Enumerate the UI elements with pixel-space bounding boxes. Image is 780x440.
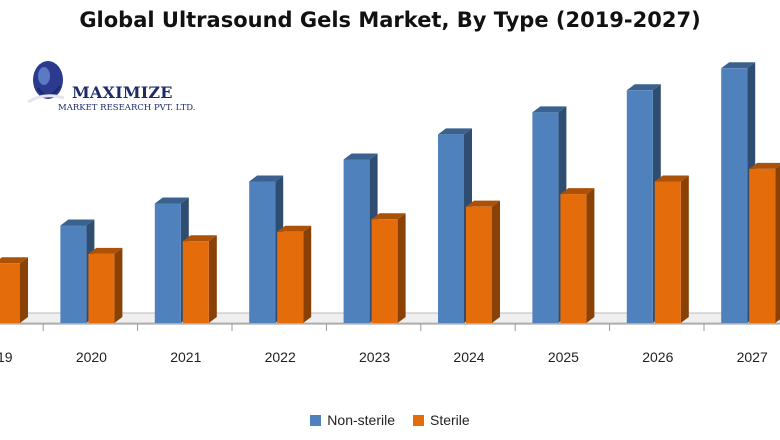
logo-name: MAXIMIZE [72, 83, 173, 102]
x-tick-label: 2021 [170, 349, 201, 365]
x-tick-label: 2019 [0, 349, 13, 365]
chart-title: Global Ultrasound Gels Market, By Type (… [79, 8, 701, 32]
bar-non-sterile-2022 [249, 175, 284, 323]
legend-item-non-sterile: Non-sterile [310, 412, 395, 428]
legend-swatch-sterile [413, 414, 424, 426]
bar-sterile-2027 [749, 162, 780, 323]
legend-label-non-sterile: Non-sterile [327, 412, 395, 428]
x-tick-label: 2025 [548, 349, 579, 365]
logo-subtitle: MARKET RESEARCH PVT. LTD. [58, 103, 196, 113]
bar-sterile-2021 [182, 235, 217, 323]
bar-sterile-2022 [277, 225, 312, 323]
x-tick-label: 2027 [737, 349, 768, 365]
legend-label-sterile: Sterile [430, 412, 470, 428]
x-tick-label: 2022 [265, 349, 296, 365]
legend-swatch-non-sterile [310, 414, 322, 426]
company-logo: MAXIMIZE MARKET RESEARCH PVT. LTD. [24, 58, 199, 138]
x-tick-label: 2020 [76, 349, 107, 365]
bar-sterile-2020 [88, 247, 123, 323]
legend-item-sterile: Sterile [413, 412, 470, 428]
bar-sterile-2019 [0, 257, 28, 323]
chart-legend: Non-sterile Sterile [0, 412, 780, 428]
bar-sterile-2026 [654, 175, 689, 323]
x-tick-label: 2026 [642, 349, 673, 365]
x-tick-label: 2024 [453, 349, 484, 365]
bar-sterile-2025 [560, 188, 595, 323]
bar-sterile-2024 [466, 200, 500, 323]
x-tick-label: 2023 [359, 349, 390, 365]
globe-icon [27, 61, 65, 104]
bar-sterile-2023 [371, 213, 406, 323]
bar-non-sterile-2025 [532, 106, 567, 323]
